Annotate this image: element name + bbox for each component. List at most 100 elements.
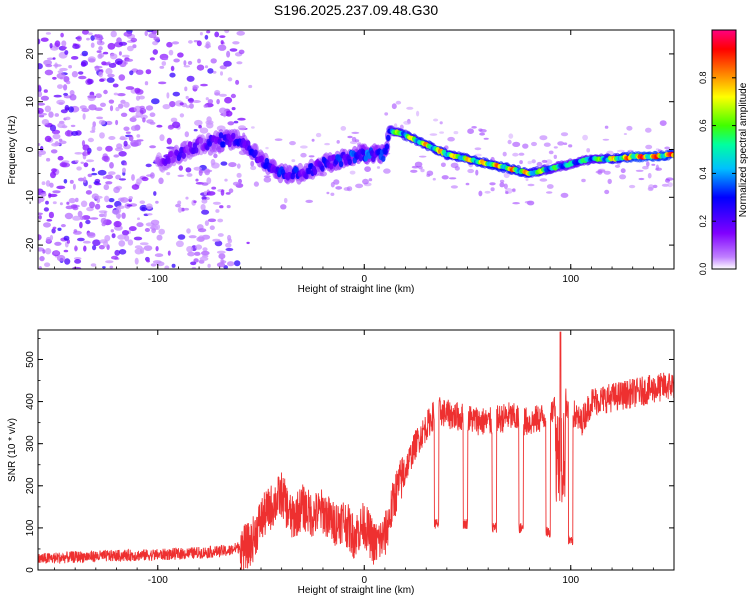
heatmap-cell [207, 140, 212, 147]
heatmap-cell [74, 245, 78, 252]
heatmap-cell [201, 199, 208, 204]
heatmap-cell [91, 193, 99, 200]
heatmap-cell [50, 149, 58, 154]
heatmap-cell [395, 100, 402, 105]
heatmap-cell [191, 266, 197, 269]
heatmap-cell [87, 32, 93, 36]
heatmap-cell [98, 71, 104, 78]
heatmap-cell [187, 60, 193, 65]
heatmap-cell [103, 211, 107, 218]
heatmap-cell [414, 161, 423, 168]
heatmap-cell [217, 218, 224, 223]
heatmap-cell [68, 197, 76, 204]
heatmap-cell [150, 172, 155, 179]
heatmap-cell [420, 168, 425, 173]
heatmap-cell [179, 102, 184, 106]
heatmap-cell [48, 211, 55, 219]
heatmap-cell [206, 191, 216, 196]
heatmap-cell [149, 57, 155, 61]
heatmap-cell [312, 168, 318, 176]
heatmap-cell [560, 132, 569, 137]
heatmap-cell [220, 40, 224, 45]
heatmap-cell [479, 132, 485, 136]
heatmap-cell [111, 209, 120, 215]
heatmap-cell [145, 105, 154, 111]
y-tick-label: 20 [25, 48, 36, 60]
heatmap-cell [440, 162, 446, 168]
heatmap-cell [98, 245, 105, 250]
heatmap-cell [187, 141, 193, 148]
heatmap-cell [113, 92, 119, 96]
heatmap-cell [87, 232, 96, 238]
heatmap-cell [604, 189, 610, 195]
heatmap-cell [545, 159, 553, 165]
heatmap-cell [177, 206, 183, 213]
heatmap-cell [185, 196, 189, 200]
heatmap-cell [118, 103, 124, 109]
heatmap-cell [139, 107, 147, 114]
heatmap-cell [130, 125, 139, 131]
heatmap-cell [135, 95, 141, 101]
heatmap-cell [329, 163, 334, 170]
heatmap-cell [70, 124, 76, 128]
heatmap-cell [218, 93, 227, 97]
heatmap-cell [505, 191, 509, 195]
heatmap-cell [217, 233, 224, 237]
heatmap-cell [87, 151, 91, 155]
heatmap-cell [119, 137, 128, 141]
heatmap-cell [38, 91, 43, 98]
heatmap-cell [330, 192, 335, 196]
heatmap-cell [54, 143, 61, 146]
heatmap-cell [340, 125, 347, 131]
heatmap-cell [651, 163, 656, 166]
heatmap-cell [100, 102, 106, 108]
heatmap-cell [236, 30, 245, 36]
heatmap-cell [96, 39, 101, 45]
heatmap-cell [362, 178, 369, 185]
heatmap-cell [623, 133, 628, 135]
heatmap-cell [219, 205, 224, 209]
heatmap-cell [156, 234, 163, 241]
heatmap-cell [167, 250, 171, 256]
heatmap-cell [238, 178, 242, 184]
colorbar-tick-label: 0.4 [698, 167, 708, 180]
heatmap-cell [539, 135, 548, 141]
heatmap-cell [229, 48, 238, 52]
heatmap-cell [522, 143, 529, 149]
heatmap-cell [448, 177, 457, 180]
heatmap-cell [403, 120, 411, 125]
heatmap-cell [661, 183, 670, 187]
heatmap-cell [186, 246, 194, 253]
heatmap-cell [66, 201, 70, 205]
heatmap-cell [406, 106, 414, 110]
heatmap-cell [66, 129, 71, 137]
heatmap-cell [52, 57, 56, 60]
heatmap-cell [54, 40, 61, 47]
heatmap-cell [49, 234, 54, 241]
heatmap-cell [193, 258, 199, 263]
heatmap-cell [106, 77, 115, 83]
heatmap-cell [225, 192, 231, 195]
heatmap-cell [614, 164, 621, 168]
heatmap-cell [184, 131, 189, 138]
heatmap-cell [57, 84, 63, 89]
heatmap-cell [553, 146, 558, 149]
heatmap-cell [450, 185, 458, 189]
heatmap-cell [87, 173, 93, 178]
heatmap-cell [189, 103, 194, 109]
heatmap-cell [324, 142, 330, 146]
heatmap-cell [38, 84, 41, 90]
heatmap-cell [113, 186, 120, 194]
heatmap-cell [333, 179, 340, 185]
heatmap-cell [223, 265, 228, 269]
heatmap-cell [129, 70, 134, 76]
heatmap-cell [108, 63, 117, 68]
heatmap-cell [349, 140, 358, 145]
heatmap-cell [235, 79, 240, 85]
heatmap-cell [122, 167, 126, 173]
heatmap-cell [87, 94, 96, 102]
heatmap-cell [125, 131, 131, 134]
heatmap-cell [138, 95, 145, 100]
heatmap-cell [168, 49, 174, 56]
heatmap-cell [97, 53, 103, 59]
